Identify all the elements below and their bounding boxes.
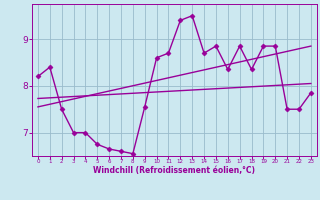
X-axis label: Windchill (Refroidissement éolien,°C): Windchill (Refroidissement éolien,°C) [93,166,255,175]
